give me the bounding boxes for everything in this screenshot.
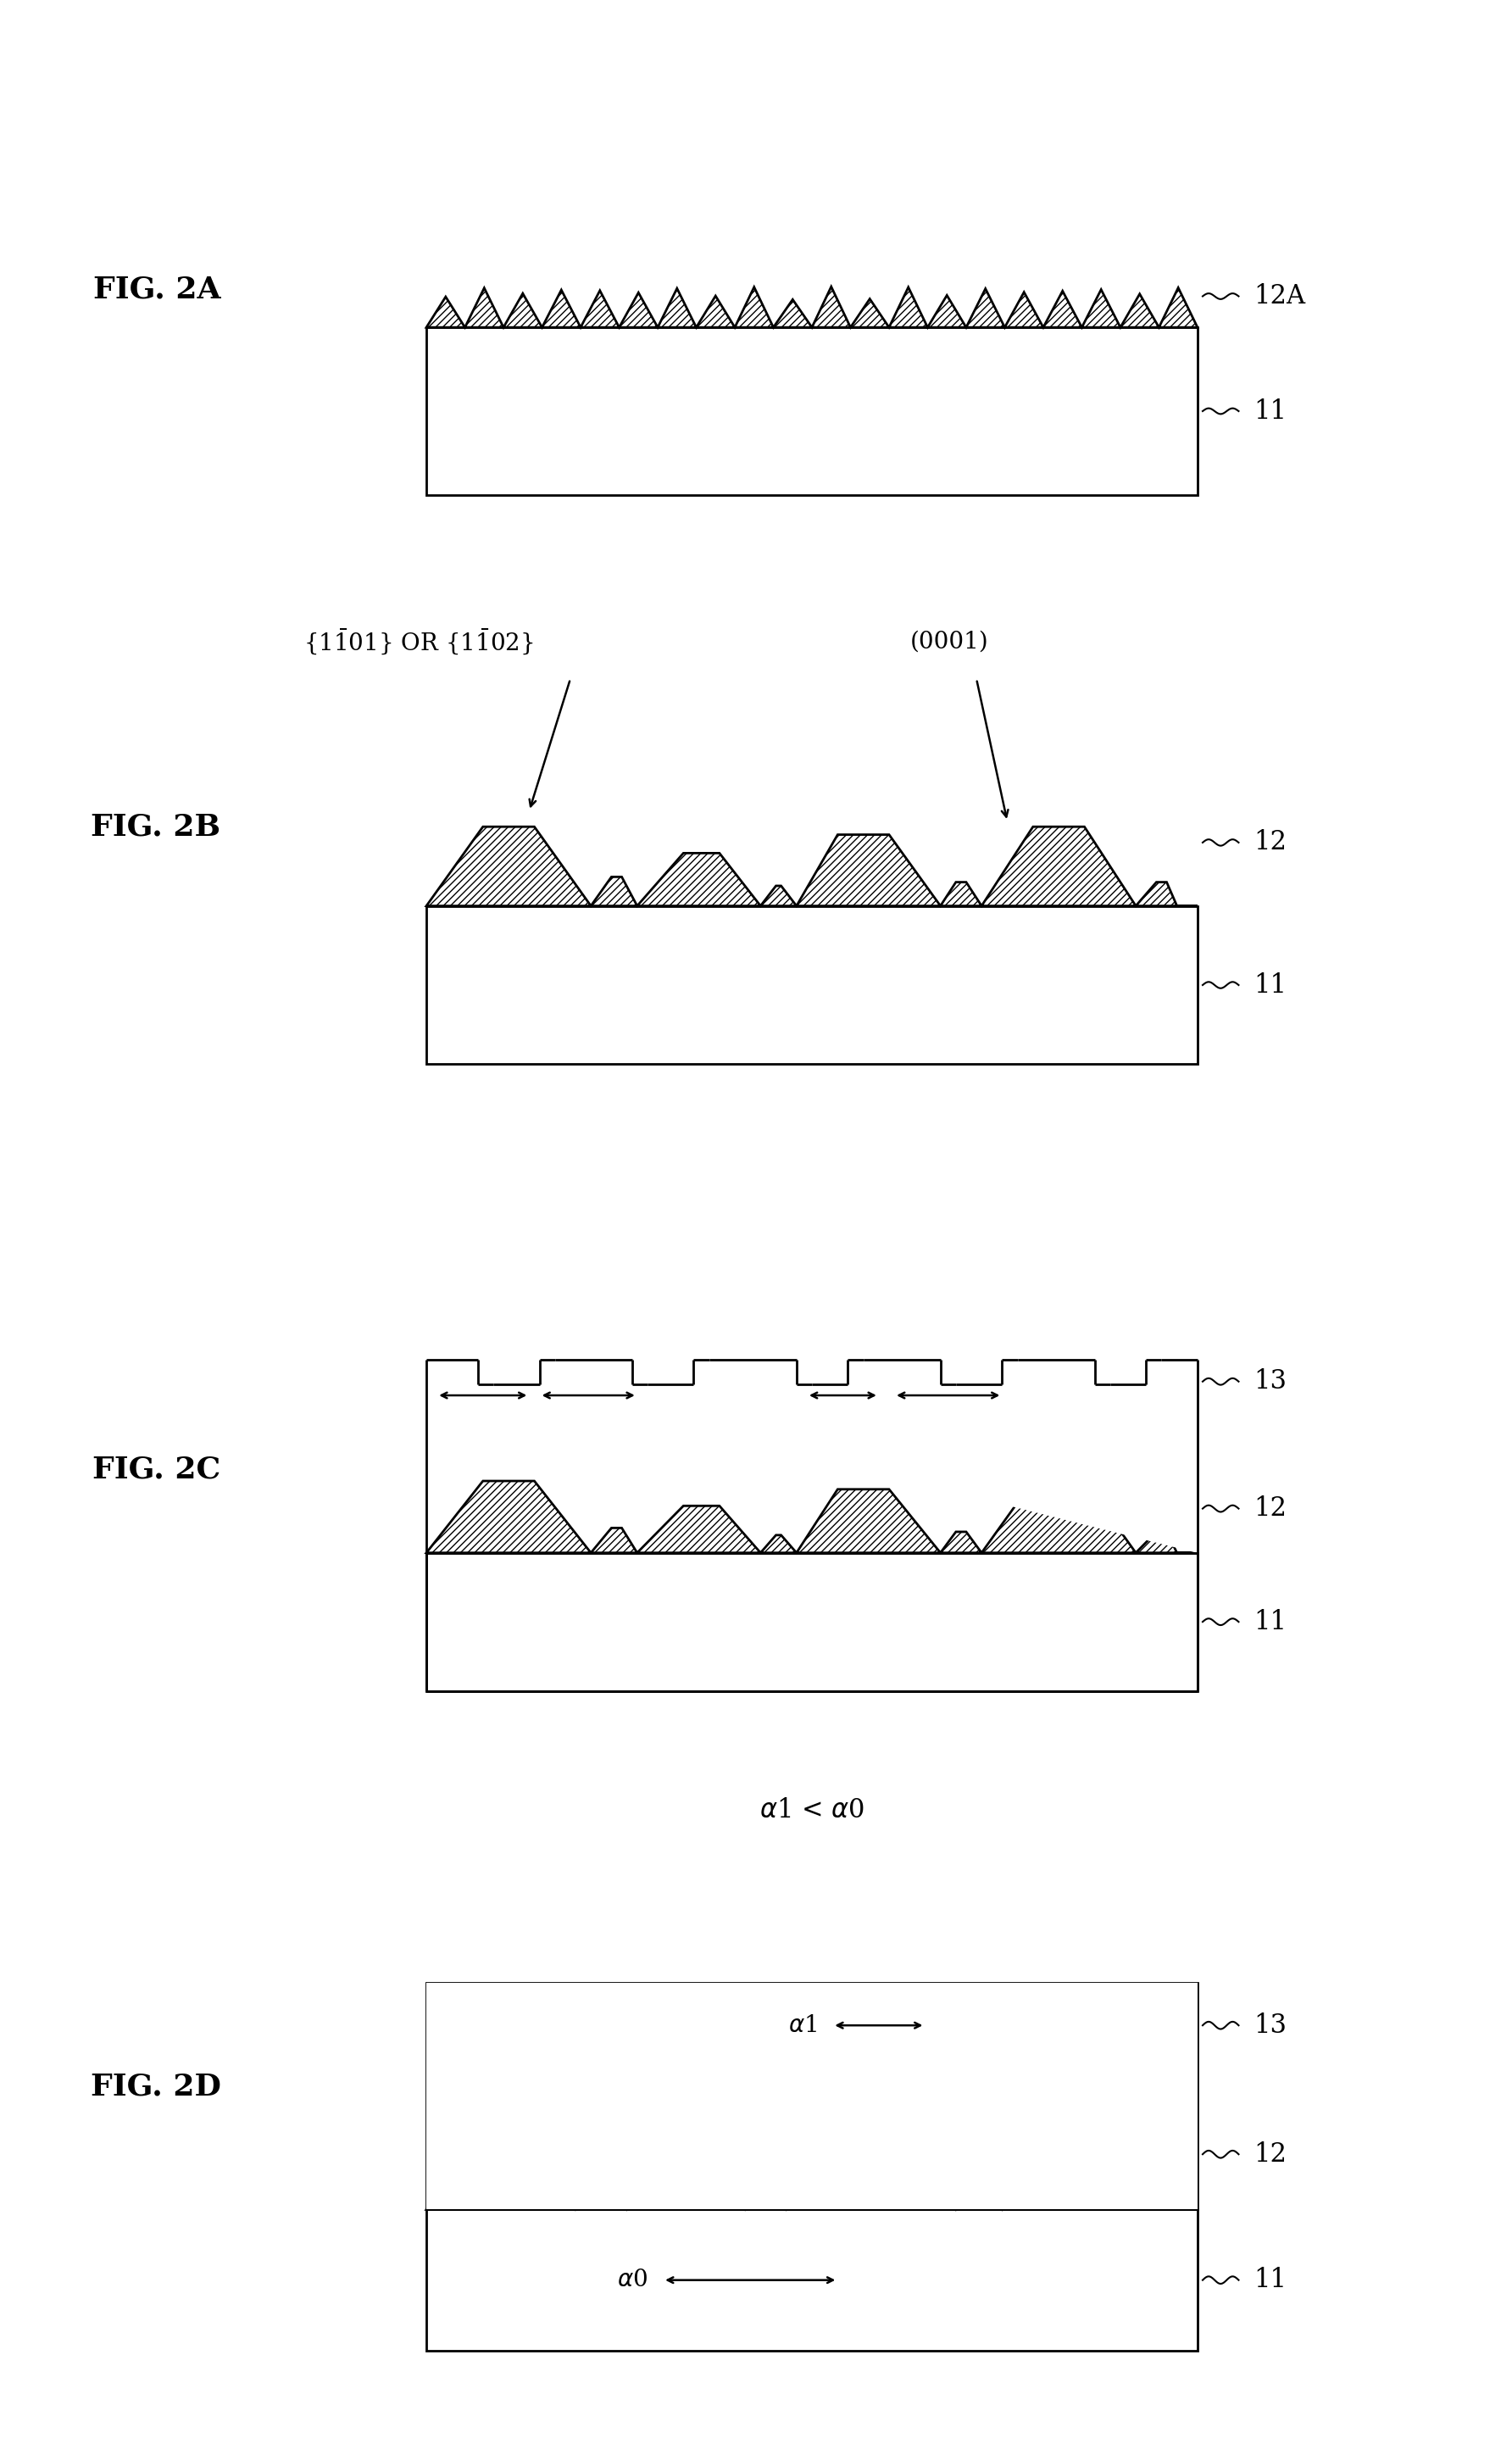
Text: 13: 13 bbox=[1253, 1367, 1287, 1394]
Polygon shape bbox=[426, 327, 1198, 496]
Text: FIG. 2B: FIG. 2B bbox=[91, 813, 221, 842]
Text: 11: 11 bbox=[1253, 2266, 1287, 2293]
Text: 11: 11 bbox=[1253, 1608, 1287, 1635]
Text: 12: 12 bbox=[1253, 1495, 1287, 1522]
Polygon shape bbox=[426, 2136, 1198, 2210]
Polygon shape bbox=[426, 287, 1198, 327]
Polygon shape bbox=[426, 1984, 1198, 2210]
Polygon shape bbox=[426, 906, 1198, 1065]
Text: FIG. 2D: FIG. 2D bbox=[91, 2072, 221, 2101]
Text: (0001): (0001) bbox=[910, 631, 989, 653]
Text: {1$\mathregular{\bar{1}}$01} OR {1$\mathregular{\bar{1}}$02}: {1$\mathregular{\bar{1}}$01} OR {1$\math… bbox=[302, 626, 534, 658]
Text: 12: 12 bbox=[1253, 830, 1287, 857]
Text: $\alpha$1 < $\alpha$0: $\alpha$1 < $\alpha$0 bbox=[759, 1797, 865, 1824]
Text: FIG. 2C: FIG. 2C bbox=[92, 1456, 221, 1485]
Text: $\alpha$1: $\alpha$1 bbox=[788, 2013, 816, 2038]
Text: 12: 12 bbox=[1253, 2141, 1287, 2168]
Text: 11: 11 bbox=[1253, 972, 1287, 999]
Text: 12A: 12A bbox=[1253, 282, 1306, 309]
Text: FIG. 2A: FIG. 2A bbox=[94, 275, 221, 304]
Polygon shape bbox=[426, 1554, 1198, 1691]
Text: 11: 11 bbox=[1253, 398, 1287, 425]
Polygon shape bbox=[426, 1360, 1198, 1554]
Text: $\alpha$0: $\alpha$0 bbox=[617, 2268, 647, 2291]
Polygon shape bbox=[426, 1480, 1198, 1554]
Polygon shape bbox=[426, 827, 1198, 906]
Text: 13: 13 bbox=[1253, 2013, 1287, 2038]
Polygon shape bbox=[426, 2210, 1198, 2352]
